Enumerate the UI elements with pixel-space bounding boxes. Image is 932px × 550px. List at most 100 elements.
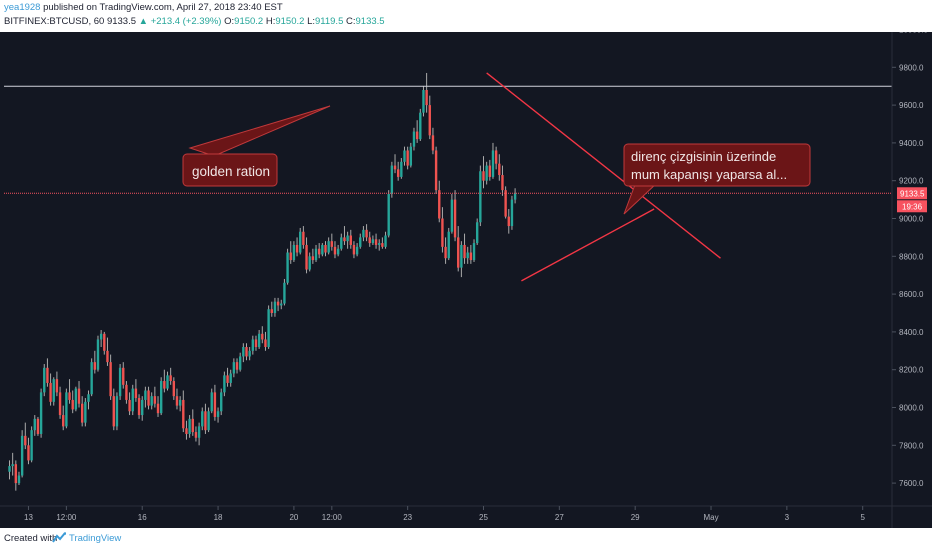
price-axis[interactable]: 7600.0 7800.0 8000.0 8200.0 8400.0 8600.0 8800…	[892, 32, 928, 488]
close-value: 9133.5	[355, 16, 385, 27]
candle-body	[264, 339, 267, 348]
candle	[324, 241, 327, 257]
candle	[169, 367, 172, 385]
candle-body	[257, 333, 261, 348]
x-tick-label: 23	[403, 513, 412, 522]
y-tick-label: 9200.0	[899, 177, 924, 186]
candle-body	[153, 396, 157, 404]
candle-body	[422, 89, 425, 113]
candle	[245, 343, 248, 361]
candle	[406, 146, 409, 170]
candle-body	[393, 165, 397, 170]
candle-body	[305, 244, 308, 270]
candle-body	[460, 244, 463, 268]
candle-body	[17, 475, 21, 484]
candle-body	[267, 309, 270, 348]
candle-body	[412, 131, 416, 147]
candle	[261, 326, 264, 344]
candle	[49, 373, 52, 406]
y-tick-label: 9000.0	[899, 215, 924, 224]
candle	[156, 396, 160, 417]
candle	[112, 388, 115, 431]
candle-body	[321, 244, 324, 255]
candle-body	[425, 89, 428, 106]
candle-body	[438, 190, 441, 219]
candle	[80, 396, 84, 427]
candle	[213, 384, 217, 421]
candle	[447, 227, 450, 261]
candle-body	[185, 428, 188, 434]
x-tick-label: 25	[479, 513, 488, 522]
x-tick-label: May	[703, 513, 718, 522]
candle	[327, 237, 330, 255]
candle-body	[210, 392, 213, 412]
candle	[84, 398, 87, 427]
candle-body	[469, 252, 473, 261]
candle-body	[71, 399, 74, 410]
candle-body	[479, 171, 482, 223]
candle	[469, 244, 473, 264]
candle	[371, 235, 375, 245]
candle-body	[52, 379, 55, 402]
candle	[333, 241, 337, 259]
candle-body	[330, 241, 334, 247]
candle	[137, 394, 141, 419]
tradingview-brand[interactable]: TradingView	[69, 533, 122, 544]
candle-body	[248, 350, 251, 357]
x-tick-label: 27	[555, 513, 564, 522]
candle	[393, 154, 397, 174]
candle	[498, 154, 501, 181]
open-value: 9150.2	[234, 16, 264, 27]
candle	[191, 409, 194, 436]
candle	[27, 437, 30, 465]
candle	[485, 161, 488, 185]
candle-body	[30, 430, 33, 461]
chart-footer: Created with TradingView	[0, 528, 932, 550]
high-label: H:	[265, 16, 276, 27]
candle	[302, 226, 305, 249]
candle	[491, 142, 495, 179]
candle-body	[182, 399, 185, 429]
candle-body	[371, 239, 375, 244]
candle	[415, 120, 419, 143]
candle	[11, 452, 14, 476]
candle-body	[43, 367, 46, 393]
candle	[122, 362, 125, 389]
candle-body	[431, 135, 435, 151]
candle	[457, 226, 460, 272]
time-axis[interactable]: 13 12:00 16 18 20 12:00 23 25 27 29 May 3 5	[24, 506, 865, 522]
candle-body	[223, 375, 226, 393]
x-tick-label: 12:00	[322, 513, 343, 522]
candle-body	[368, 237, 371, 244]
candle-body	[144, 390, 147, 400]
candle	[343, 226, 346, 245]
candle	[273, 297, 277, 317]
candle	[223, 371, 226, 397]
candle	[125, 381, 128, 404]
price-chart[interactable]: golden ration direnç çizgisinin üzerinde m…	[0, 32, 932, 528]
candle-body	[134, 388, 138, 399]
candle-body	[314, 248, 318, 261]
candle	[144, 386, 147, 408]
candle-body	[317, 248, 321, 255]
candle-body	[466, 252, 469, 259]
candle-body	[90, 362, 93, 395]
candle-body	[147, 390, 150, 406]
candle	[8, 460, 11, 480]
candle	[431, 127, 435, 155]
candle-body	[513, 193, 517, 200]
candle-body	[36, 418, 40, 434]
author-link[interactable]: yea1928	[4, 2, 41, 13]
candle-body	[381, 243, 384, 247]
candle	[254, 335, 258, 351]
candle-body	[463, 244, 466, 259]
candles-layer	[8, 72, 517, 491]
candle	[390, 161, 394, 198]
publish-line: yea1928 published on TradingView.com, Ap…	[4, 2, 283, 13]
candle-body	[103, 333, 106, 351]
candle	[381, 237, 384, 249]
candle-body	[273, 301, 277, 313]
candle	[289, 241, 292, 264]
callout-direnc: direnç çizgisinin üzerinde mum kapanışı y…	[623, 143, 811, 215]
candle-body	[349, 235, 352, 245]
